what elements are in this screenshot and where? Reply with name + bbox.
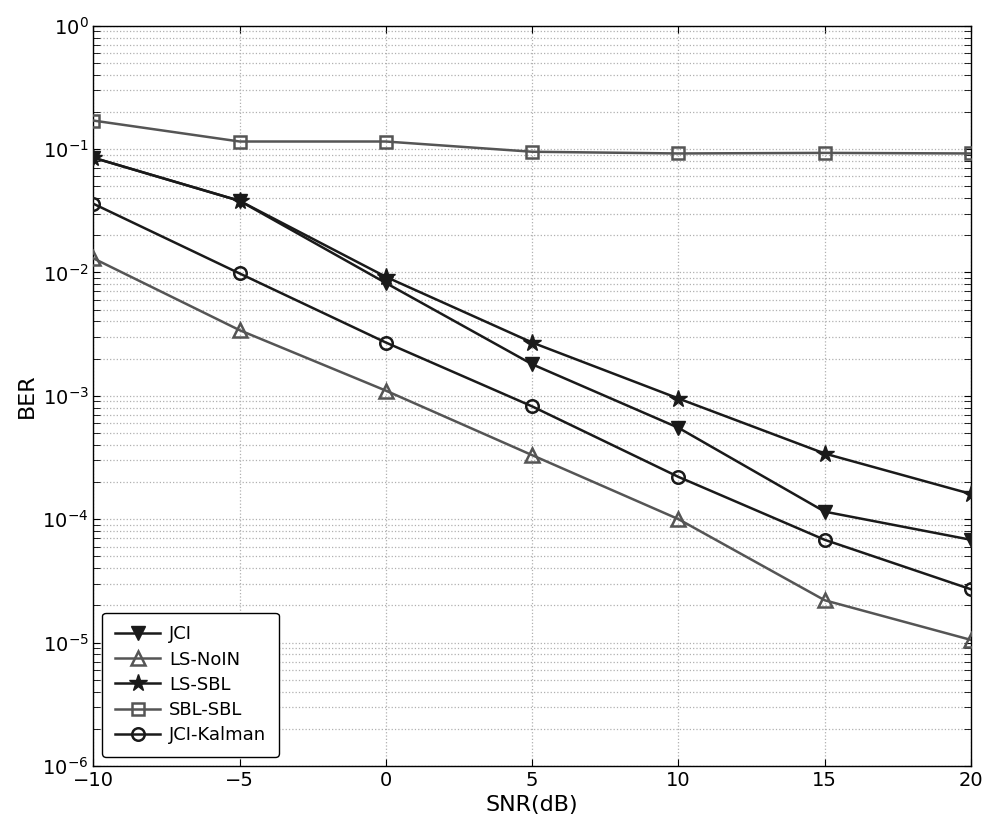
JCI <box>819 507 831 517</box>
JCI-Kalman <box>819 535 831 545</box>
SBL-SBL <box>234 136 246 146</box>
Line: SBL-SBL: SBL-SBL <box>87 114 977 160</box>
Line: JCI: JCI <box>86 151 978 547</box>
LS-NoIN <box>965 635 977 645</box>
SBL-SBL <box>672 148 684 158</box>
SBL-SBL <box>380 136 392 146</box>
SBL-SBL <box>526 146 538 156</box>
LS-SBL <box>819 448 831 458</box>
LS-SBL <box>234 196 246 206</box>
SBL-SBL <box>819 148 831 158</box>
JCI-Kalman <box>965 584 977 594</box>
SBL-SBL <box>87 116 99 126</box>
Line: LS-SBL: LS-SBL <box>84 149 980 503</box>
LS-NoIN <box>672 514 684 524</box>
LS-NoIN <box>234 325 246 335</box>
JCI <box>672 423 684 433</box>
LS-NoIN <box>87 253 99 263</box>
JCI <box>526 359 538 369</box>
Line: JCI-Kalman: JCI-Kalman <box>87 197 977 596</box>
Line: LS-NoIN: LS-NoIN <box>86 251 978 646</box>
JCI <box>965 535 977 545</box>
JCI-Kalman <box>234 269 246 279</box>
JCI <box>87 153 99 163</box>
JCI <box>234 196 246 206</box>
JCI <box>380 278 392 288</box>
JCI-Kalman <box>526 401 538 411</box>
LS-SBL <box>526 338 538 348</box>
LS-NoIN <box>380 386 392 396</box>
LS-SBL <box>672 394 684 404</box>
JCI-Kalman <box>380 338 392 348</box>
LS-SBL <box>87 153 99 163</box>
Y-axis label: BER: BER <box>17 374 37 418</box>
LS-SBL <box>965 489 977 499</box>
LS-SBL <box>380 272 392 282</box>
SBL-SBL <box>965 148 977 158</box>
JCI-Kalman <box>87 199 99 209</box>
JCI-Kalman <box>672 472 684 482</box>
LS-NoIN <box>819 595 831 605</box>
Legend: JCI, LS-NoIN, LS-SBL, SBL-SBL, JCI-Kalman: JCI, LS-NoIN, LS-SBL, SBL-SBL, JCI-Kalma… <box>102 612 279 757</box>
X-axis label: SNR(dB): SNR(dB) <box>486 795 578 815</box>
LS-NoIN <box>526 450 538 460</box>
